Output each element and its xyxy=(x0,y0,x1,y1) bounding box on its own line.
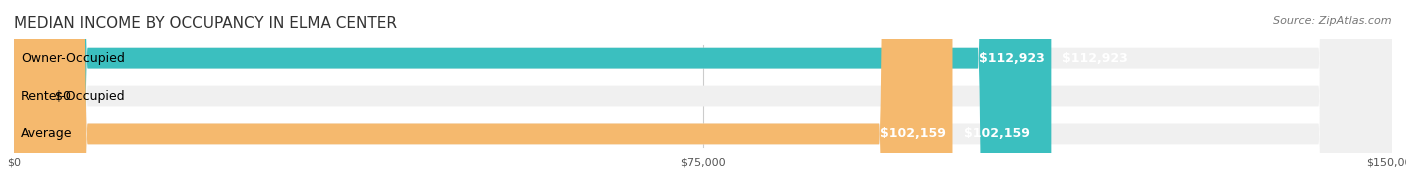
Text: $112,923: $112,923 xyxy=(979,52,1045,65)
Text: $112,923: $112,923 xyxy=(1063,52,1128,65)
FancyBboxPatch shape xyxy=(14,0,1392,196)
FancyBboxPatch shape xyxy=(14,0,952,196)
Text: $102,159: $102,159 xyxy=(880,127,946,140)
Text: $102,159: $102,159 xyxy=(963,127,1029,140)
Text: Source: ZipAtlas.com: Source: ZipAtlas.com xyxy=(1274,16,1392,26)
Text: Owner-Occupied: Owner-Occupied xyxy=(21,52,125,65)
FancyBboxPatch shape xyxy=(14,0,1392,196)
FancyBboxPatch shape xyxy=(14,0,1392,196)
Text: MEDIAN INCOME BY OCCUPANCY IN ELMA CENTER: MEDIAN INCOME BY OCCUPANCY IN ELMA CENTE… xyxy=(14,16,396,31)
FancyBboxPatch shape xyxy=(14,0,1052,196)
Text: Renter-Occupied: Renter-Occupied xyxy=(21,90,125,103)
Text: Average: Average xyxy=(21,127,73,140)
FancyBboxPatch shape xyxy=(14,0,48,196)
Text: $0: $0 xyxy=(55,90,72,103)
